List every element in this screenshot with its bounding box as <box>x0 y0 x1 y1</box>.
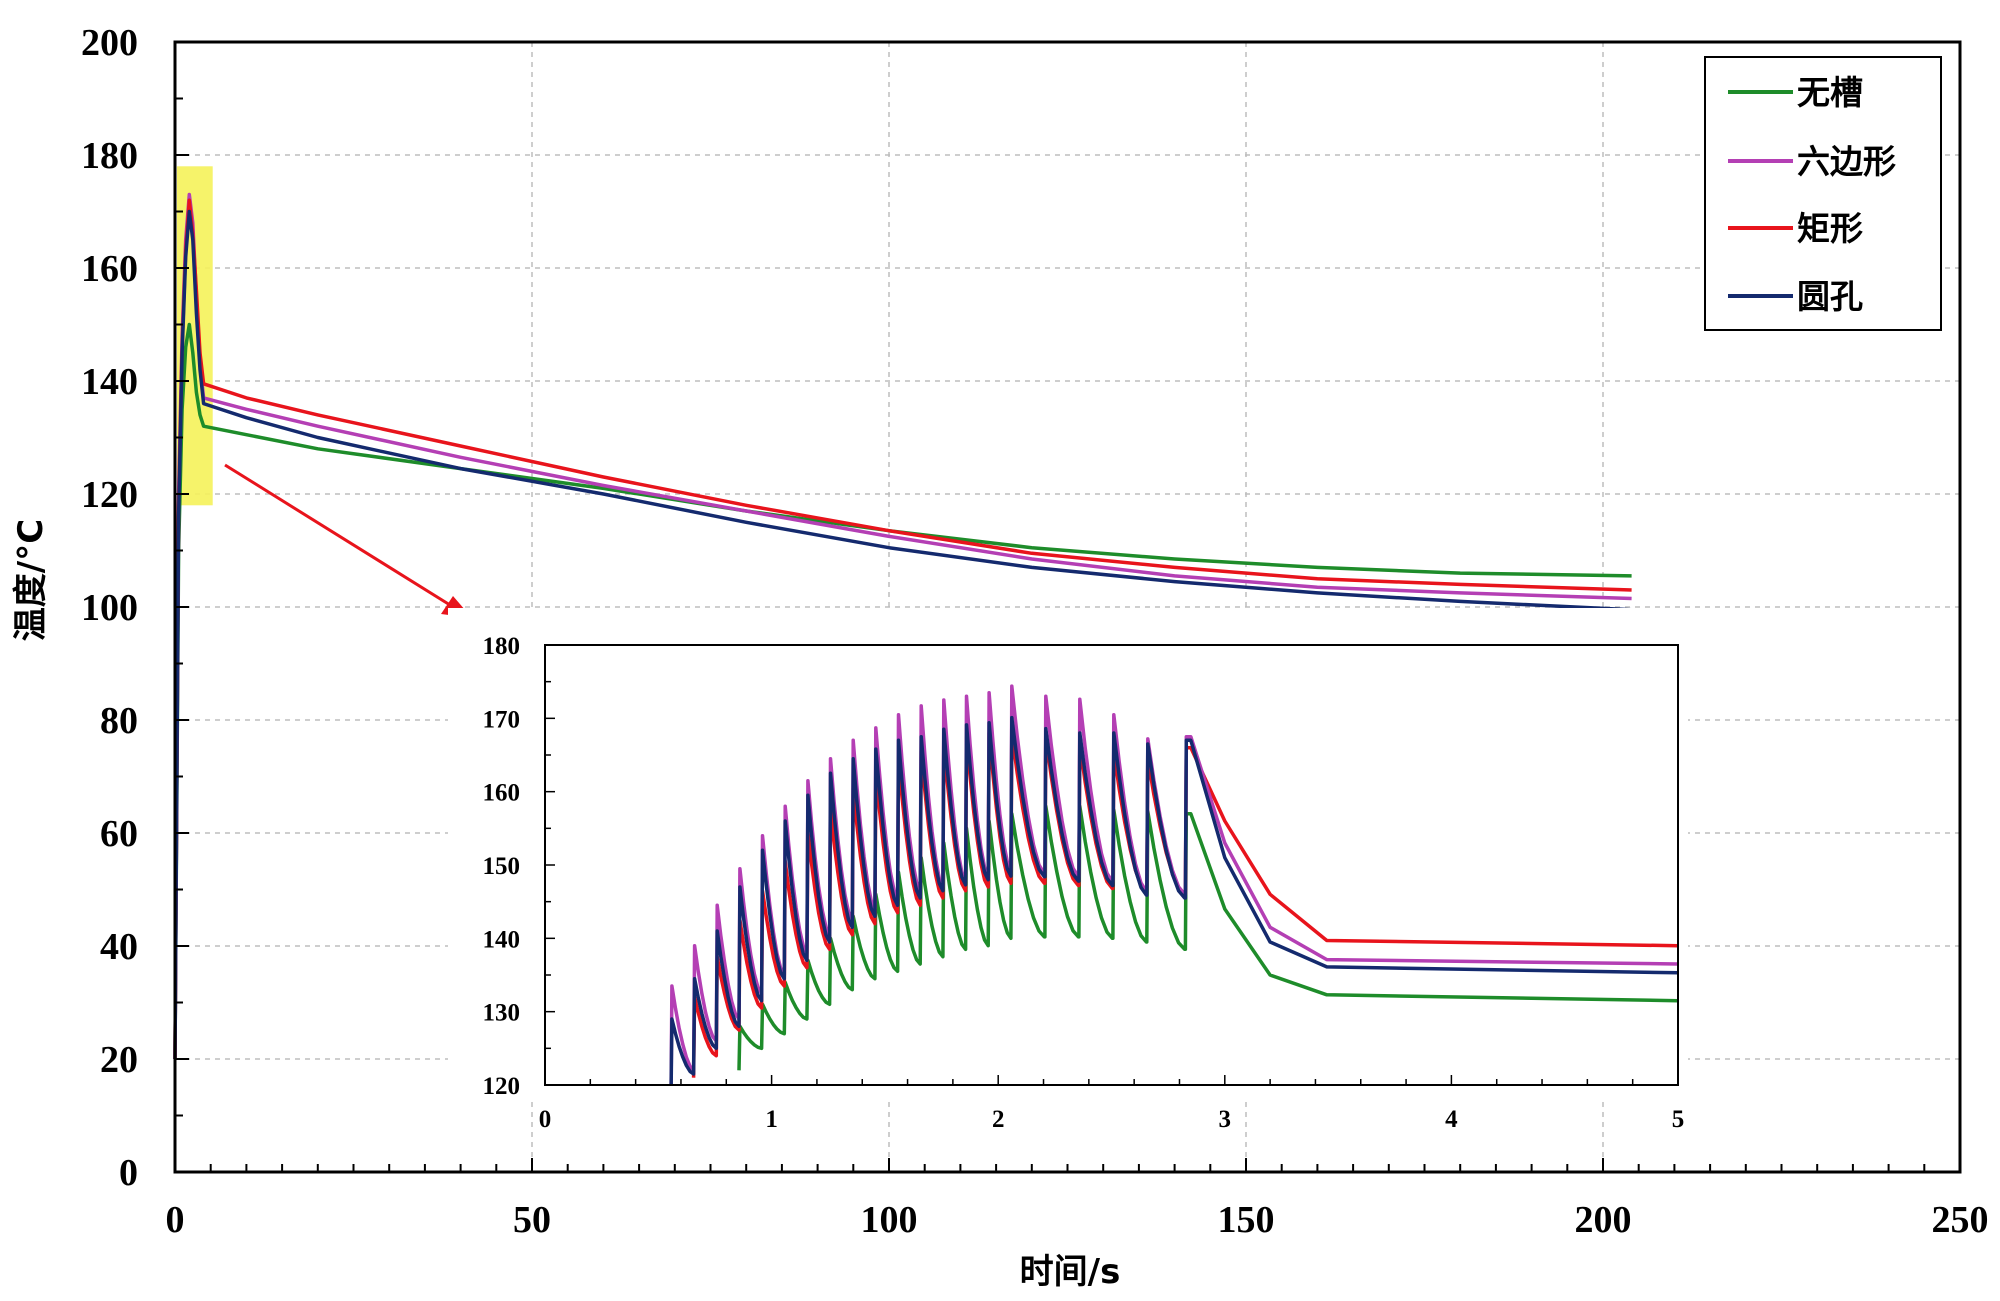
inset-y-tick-label: 180 <box>483 633 521 660</box>
main-tick-marks <box>174 41 1961 1173</box>
y-tick-label: 100 <box>81 587 138 629</box>
inset-y-tick-label: 140 <box>483 926 521 953</box>
main-x-tick-labels: 0 50 100 150 200 250 <box>166 1199 1989 1241</box>
x-tick-label: 0 <box>166 1199 185 1241</box>
inset-tick-marks <box>544 644 1679 1086</box>
inset-y-tick-label: 150 <box>483 853 521 880</box>
main-series-line-0 <box>173 322 1632 1060</box>
main-y-tick-labels: 0 20 40 60 80 100 120 140 160 180 200 <box>81 22 138 1194</box>
inset-y-tick-label: 170 <box>483 706 521 733</box>
y-tick-label: 180 <box>81 135 138 177</box>
inset-y-tick-label: 120 <box>483 1073 521 1100</box>
x-tick-label: 150 <box>1218 1199 1275 1241</box>
inset-x-tick-label: 2 <box>992 1106 1005 1133</box>
x-tick-label: 50 <box>513 1199 551 1241</box>
y-tick-label: 200 <box>81 22 138 64</box>
inset-x-tick-label: 5 <box>1672 1106 1685 1133</box>
y-tick-label: 0 <box>119 1152 138 1194</box>
x-tick-label: 250 <box>1932 1199 1989 1241</box>
x-axis-label: 时间/s <box>1020 1252 1121 1292</box>
inset-series-group <box>669 684 1678 1085</box>
legend-label-rectangle: 矩形 <box>1797 209 1863 248</box>
inset-series-line-3 <box>669 715 1678 1085</box>
y-tick-label: 140 <box>81 361 138 403</box>
inset-y-tick-label: 130 <box>483 1000 521 1027</box>
y-tick-label: 120 <box>81 474 138 516</box>
legend-label-no-groove: 无槽 <box>1797 73 1863 112</box>
x-tick-label: 200 <box>1575 1199 1632 1241</box>
y-tick-label: 20 <box>100 1039 138 1081</box>
y-tick-label: 80 <box>100 700 138 742</box>
main-series-line-3 <box>173 209 1632 1060</box>
legend-box <box>1704 56 1942 331</box>
y-axis-label: 温度/°C <box>11 519 51 641</box>
inset-x-tick-label: 4 <box>1445 1106 1458 1133</box>
legend: 无槽 六边形 矩形 圆孔 <box>1704 56 1942 331</box>
inset-x-tick-label: 0 <box>539 1106 552 1133</box>
y-tick-label: 160 <box>81 248 138 290</box>
inset-x-tick-labels: 0 1 2 3 4 5 <box>539 1106 1685 1133</box>
legend-label-round-hole: 圆孔 <box>1797 277 1863 316</box>
inset-y-tick-label: 160 <box>483 780 521 807</box>
x-tick-label: 100 <box>861 1199 918 1241</box>
inset-y-tick-labels: 120 130 140 150 160 170 180 <box>483 633 521 1100</box>
main-series-group <box>173 192 1632 1060</box>
legend-label-hexagon: 六边形 <box>1797 142 1896 181</box>
y-tick-label: 40 <box>100 926 138 968</box>
y-tick-label: 60 <box>100 813 138 855</box>
inset-x-tick-label: 3 <box>1219 1106 1232 1133</box>
inset-series-line-1 <box>669 684 1678 1085</box>
inset-series-line-0 <box>737 804 1678 1071</box>
inset-x-tick-label: 1 <box>765 1106 778 1133</box>
